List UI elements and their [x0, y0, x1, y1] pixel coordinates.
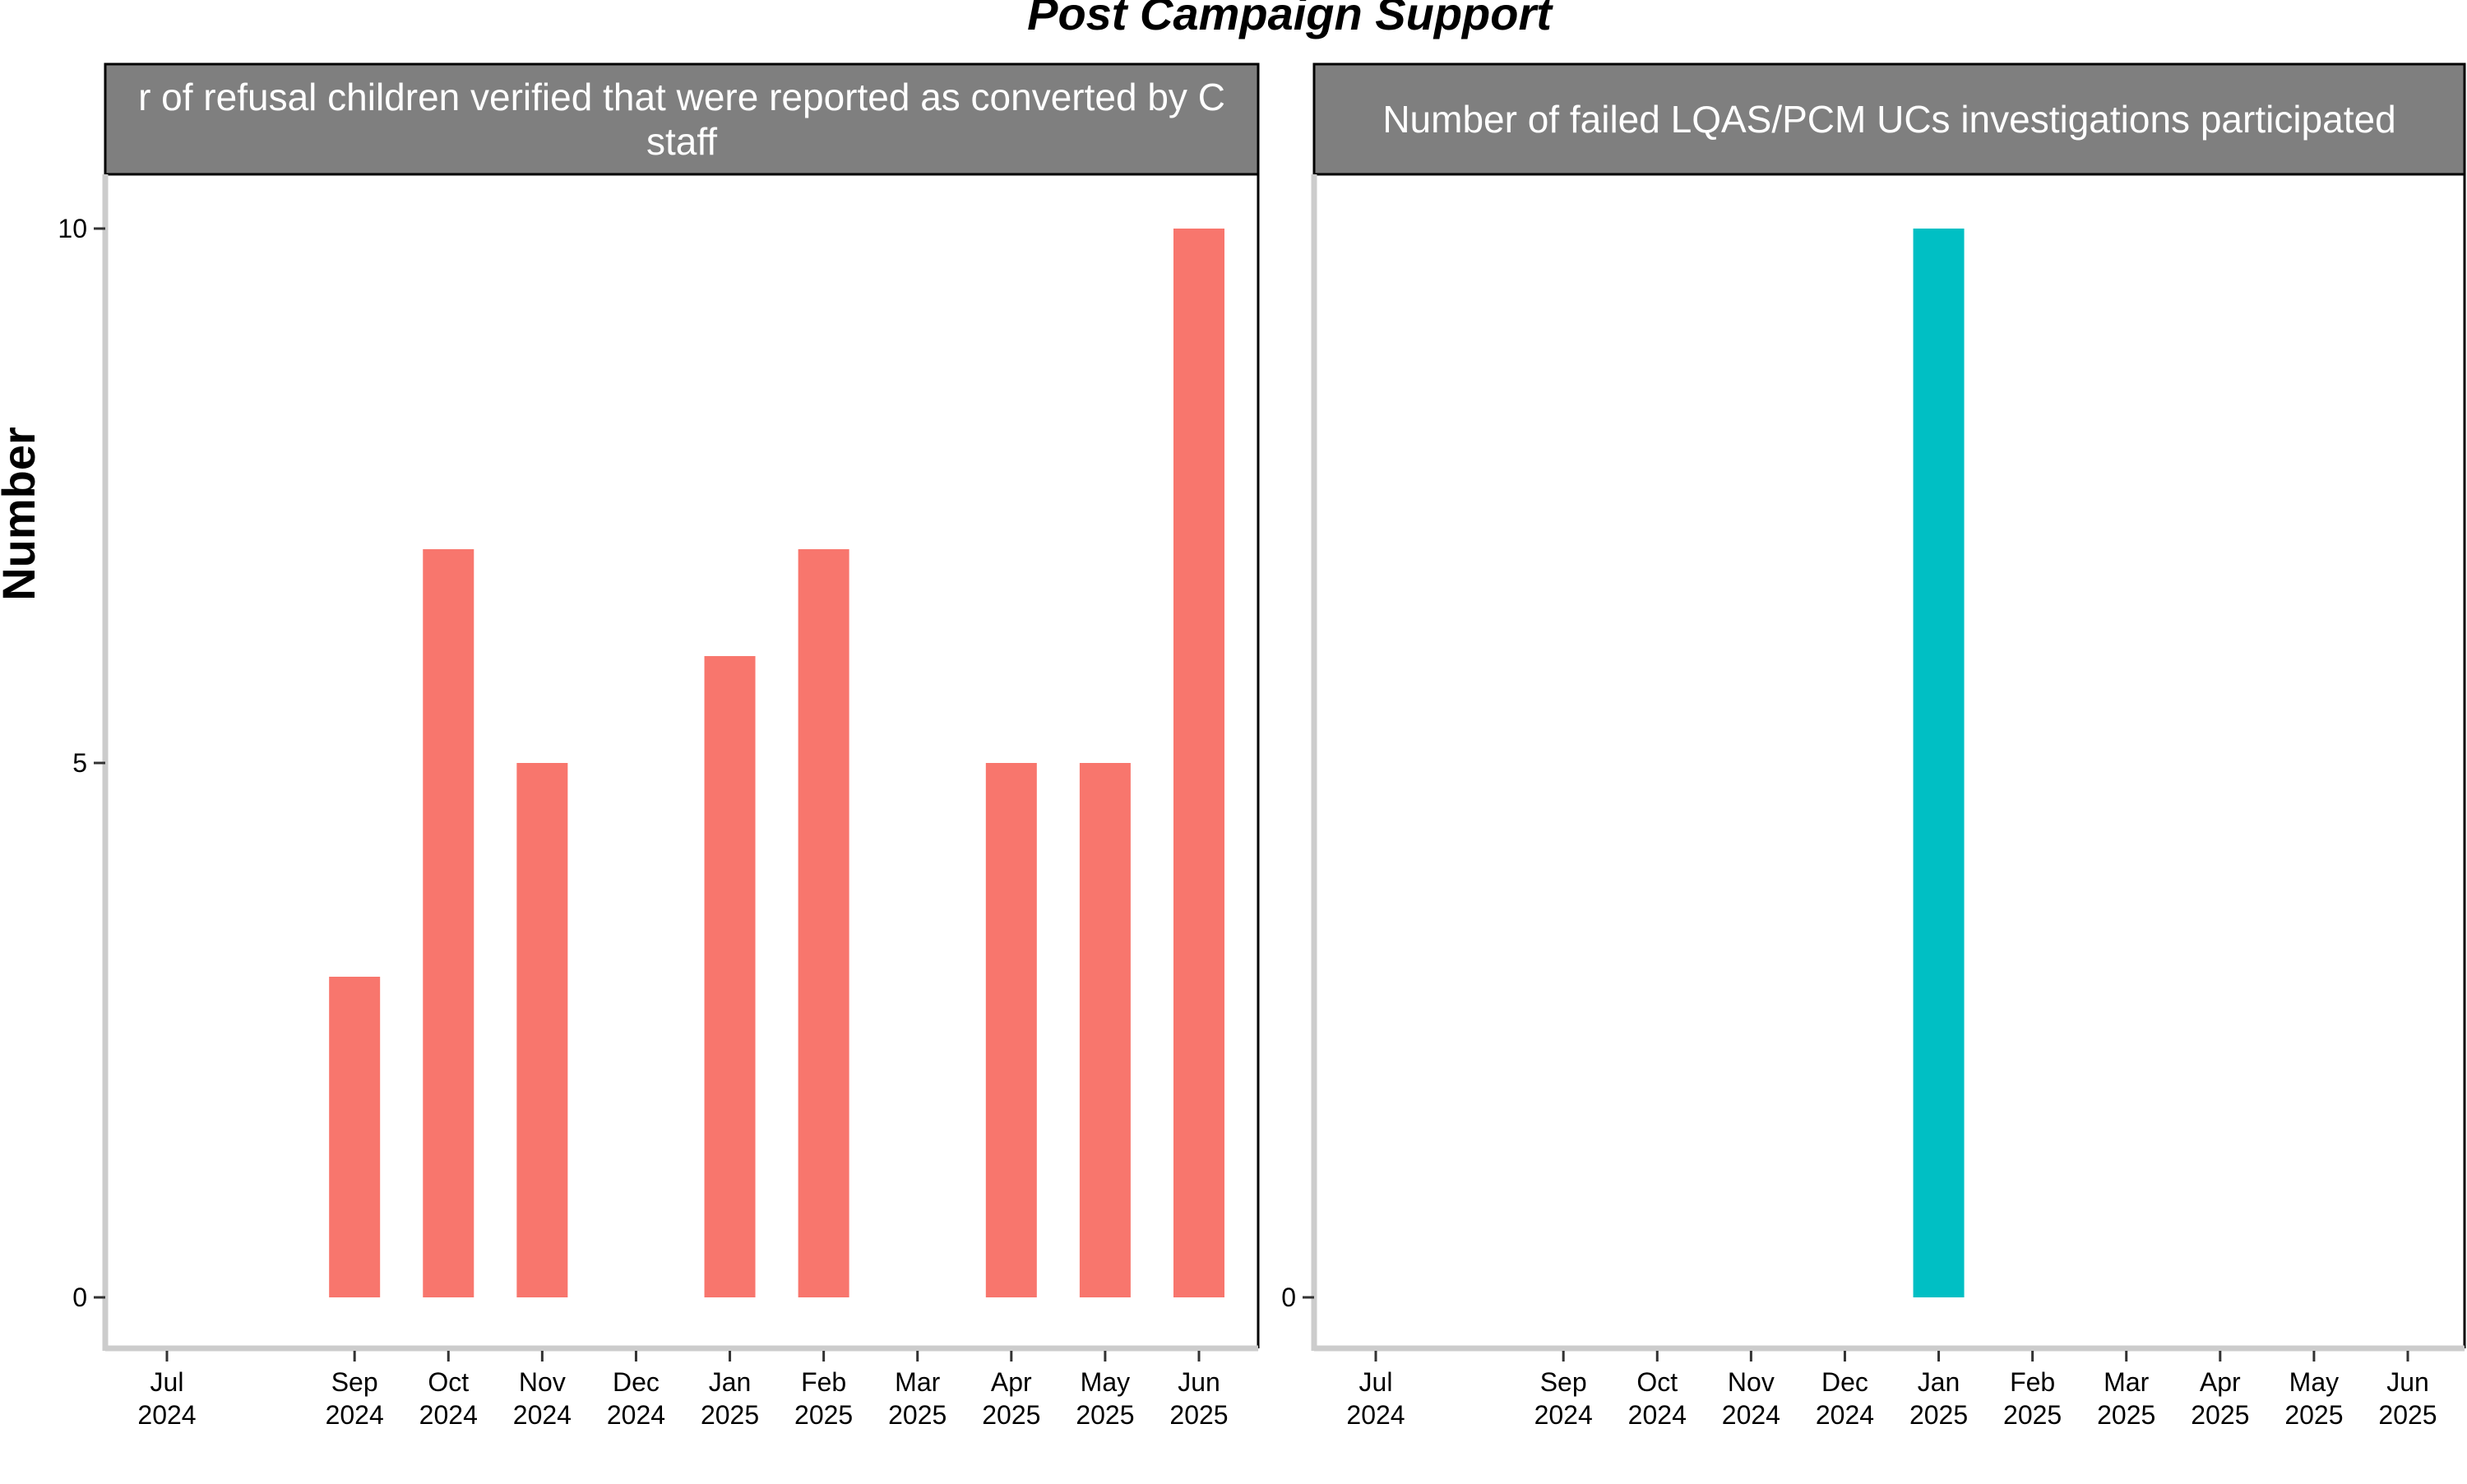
- x-tick-label-year: 2025: [2284, 1400, 2343, 1430]
- bar-sep-2024: [329, 977, 381, 1297]
- x-tick-label-month: Oct: [428, 1367, 469, 1397]
- x-tick-label-year: 2025: [2378, 1400, 2437, 1430]
- x-tick-label-month: Dec: [1821, 1367, 1868, 1397]
- x-tick-label-year: 2025: [2097, 1400, 2155, 1430]
- x-tick-label-year: 2024: [1346, 1400, 1405, 1430]
- x-tick-label-month: Apr: [2200, 1367, 2241, 1397]
- x-tick-label-year: 2024: [137, 1400, 196, 1430]
- x-tick-label-year: 2024: [1534, 1400, 1593, 1430]
- x-tick-label-month: Jan: [709, 1367, 752, 1397]
- x-tick-label-year: 2024: [1628, 1400, 1687, 1430]
- strip-title-line: r of refusal children verified that were…: [138, 76, 1225, 118]
- x-tick-label-year: 2025: [701, 1400, 759, 1430]
- x-tick-label-month: Nov: [1728, 1367, 1775, 1397]
- bar-jan-2025: [704, 656, 756, 1297]
- x-tick-label-year: 2025: [2003, 1400, 2062, 1430]
- bar-jun-2025: [1173, 229, 1224, 1297]
- x-tick-label-year: 2025: [1169, 1400, 1228, 1430]
- x-tick-label-month: Jun: [2386, 1367, 2429, 1397]
- x-tick-label-month: Feb: [2010, 1367, 2055, 1397]
- x-tick-label-month: Oct: [1636, 1367, 1678, 1397]
- panel-2: Number of failed LQAS/PCM UCs investigat…: [1281, 62, 2466, 1430]
- x-tick-label-year: 2024: [513, 1400, 572, 1430]
- x-tick-label-year: 2024: [1816, 1400, 1874, 1430]
- x-tick-label-year: 2024: [326, 1400, 384, 1430]
- x-tick-label-month: Feb: [801, 1367, 846, 1397]
- x-tick-label-month: Sep: [331, 1367, 378, 1397]
- strip-title-group: Number of failed LQAS/PCM UCs investigat…: [1382, 98, 2395, 141]
- x-tick-label-month: Jul: [150, 1367, 184, 1397]
- panel-1: r of refusal children verified that were…: [58, 62, 1260, 1430]
- bar-feb-2025: [798, 549, 849, 1297]
- x-tick-label-month: Mar: [895, 1367, 940, 1397]
- y-tick-label: 5: [72, 748, 87, 778]
- x-tick-label-year: 2025: [794, 1400, 853, 1430]
- x-tick-label-month: Dec: [613, 1367, 660, 1397]
- x-tick-label-month: May: [1081, 1367, 1130, 1397]
- panel-strip: [104, 62, 1260, 176]
- y-tick-label: 10: [58, 214, 87, 243]
- bar-jan-2025: [1913, 229, 1965, 1297]
- x-tick-label-month: Sep: [1540, 1367, 1587, 1397]
- bar-may-2025: [1079, 763, 1131, 1297]
- bar-nov-2024: [516, 763, 568, 1297]
- x-tick-label-month: Nov: [519, 1367, 566, 1397]
- x-tick-label-month: Jul: [1359, 1367, 1393, 1397]
- bar-oct-2024: [423, 549, 474, 1297]
- bar-apr-2025: [985, 763, 1037, 1297]
- y-axis-label: Number: [0, 427, 44, 601]
- strip-title-line: staff: [646, 120, 717, 163]
- x-tick-label-year: 2025: [1909, 1400, 1968, 1430]
- panels: r of refusal children verified that were…: [58, 62, 2466, 1430]
- x-tick-label-year: 2024: [419, 1400, 478, 1430]
- x-tick-label-year: 2025: [982, 1400, 1040, 1430]
- x-tick-label-month: May: [2289, 1367, 2339, 1397]
- x-tick-label-year: 2025: [888, 1400, 947, 1430]
- x-tick-label-year: 2025: [2191, 1400, 2249, 1430]
- panel-strip: [1312, 62, 2466, 176]
- x-tick-label-year: 2024: [607, 1400, 665, 1430]
- x-tick-label-month: Mar: [2104, 1367, 2149, 1397]
- chart-title: Post Campaign Support: [1027, 0, 1553, 39]
- y-tick-label: 0: [72, 1283, 87, 1312]
- x-tick-label-year: 2025: [1076, 1400, 1134, 1430]
- strip-title-group: r of refusal children verified that were…: [138, 76, 1225, 163]
- x-tick-label-month: Jan: [1918, 1367, 1960, 1397]
- x-tick-label-month: Apr: [991, 1367, 1032, 1397]
- strip-title-line: Number of failed LQAS/PCM UCs investigat…: [1382, 98, 2395, 141]
- x-tick-label-year: 2024: [1722, 1400, 1780, 1430]
- x-tick-label-month: Jun: [1178, 1367, 1220, 1397]
- y-tick-label: 0: [1281, 1283, 1296, 1312]
